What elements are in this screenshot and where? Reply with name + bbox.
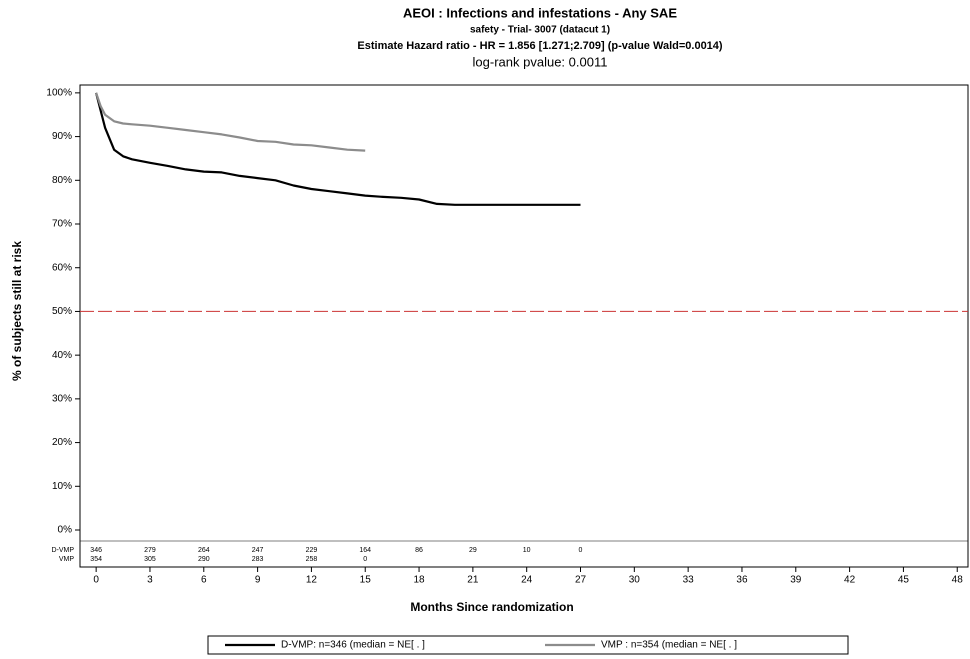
at-risk-count: 29 [469,547,477,554]
x-tick-label: 15 [360,575,372,586]
x-tick-label: 27 [575,575,587,586]
y-tick-label: 100% [46,88,72,99]
x-tick-label: 24 [521,575,533,586]
y-axis-label: % of subjects still at risk [10,241,24,381]
x-axis-label: Months Since randomization [410,600,573,614]
x-tick-label: 48 [952,575,964,586]
x-tick-label: 12 [306,575,318,586]
at-risk-count: 0 [363,556,367,563]
at-risk-count: 86 [415,547,423,554]
at-risk-count: 264 [198,547,210,554]
at-risk-count: 247 [252,547,264,554]
y-tick-label: 80% [52,175,72,186]
y-tick-label: 60% [52,262,72,273]
at-risk-count: 10 [523,547,531,554]
series-line [95,92,366,152]
x-tick-label: 21 [467,575,479,586]
legend-label: VMP : n=354 (median = NE[ . ] [601,640,737,651]
x-tick-label: 39 [790,575,802,586]
at-risk-count: 283 [252,556,264,563]
y-tick-label: 50% [52,306,72,317]
x-tick-label: 36 [736,575,748,586]
at-risk-count: 305 [144,556,156,563]
at-risk-count: 258 [306,556,318,563]
y-tick-label: 20% [52,437,72,448]
x-tick-label: 42 [844,575,856,586]
at-risk-count: 354 [90,556,102,563]
chart-title: AEOI : Infections and infestations - Any… [403,5,677,20]
series-line [95,92,581,206]
plot-frame [79,84,969,568]
at-risk-label: D-VMP [51,547,74,554]
at-risk-label: VMP [59,556,75,563]
chart-subtitle: safety - Trial- 3007 (datacut 1) [470,25,610,36]
y-tick-label: 90% [52,131,72,142]
x-tick-label: 18 [413,575,425,586]
annotation: Estimate Hazard ratio - HR = 1.856 [1.27… [357,40,723,52]
legend-box [207,635,849,655]
x-tick-label: 30 [629,575,641,586]
x-tick-label: 45 [898,575,910,586]
at-risk-count: 346 [90,547,102,554]
legend-label: D-VMP: n=346 (median = NE[ . ] [281,640,425,651]
at-risk-count: 229 [306,547,318,554]
y-tick-label: 70% [52,219,72,230]
y-tick-label: 40% [52,350,72,361]
at-risk-count: 0 [579,547,583,554]
at-risk-count: 290 [198,556,210,563]
x-tick-label: 6 [201,575,207,586]
x-tick-label: 9 [255,575,261,586]
x-tick-label: 33 [683,575,695,586]
at-risk-count: 164 [359,547,371,554]
y-tick-label: 0% [58,525,73,536]
x-tick-label: 0 [93,575,99,586]
annotation: log-rank pvalue: 0.0011 [473,54,608,69]
x-tick-label: 3 [147,575,153,586]
y-tick-label: 30% [52,394,72,405]
at-risk-count: 279 [144,547,156,554]
y-tick-label: 10% [52,481,72,492]
